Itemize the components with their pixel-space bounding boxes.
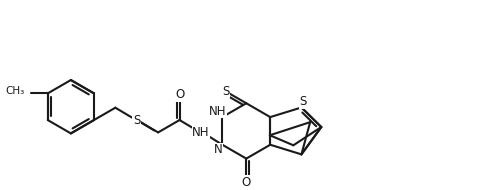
Text: CH₃: CH₃ xyxy=(5,86,25,96)
Text: S: S xyxy=(222,85,230,98)
Text: S: S xyxy=(300,95,307,108)
Text: O: O xyxy=(175,88,184,101)
Text: N: N xyxy=(214,143,223,156)
Text: S: S xyxy=(133,114,140,127)
Text: NH: NH xyxy=(192,126,209,139)
Text: NH: NH xyxy=(208,105,226,118)
Text: O: O xyxy=(242,176,251,189)
